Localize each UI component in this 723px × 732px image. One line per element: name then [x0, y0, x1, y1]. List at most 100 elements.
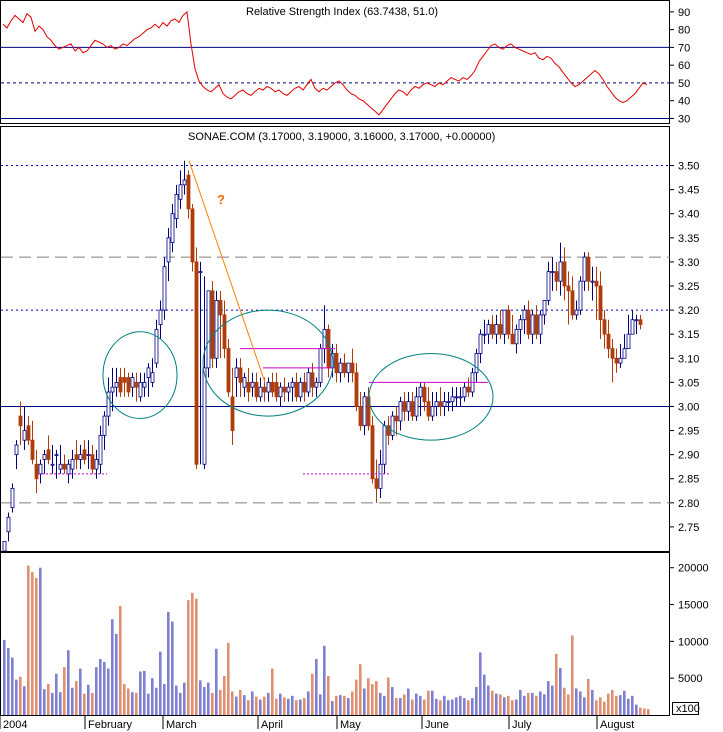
volume-bar [611, 689, 614, 715]
candle-body [490, 324, 495, 335]
candle-body [434, 401, 439, 407]
highlight-ellipse [102, 331, 178, 419]
volume-bar [367, 678, 370, 715]
candle-body [514, 328, 519, 345]
candle-body [346, 362, 351, 374]
volume-bar [403, 694, 406, 715]
price-tick-label: 3.30 [678, 257, 699, 269]
volume-bar [71, 687, 74, 715]
volume-bar [11, 657, 14, 715]
candle-body [390, 415, 395, 436]
volume-bar [171, 621, 174, 715]
volume-bar [539, 691, 542, 715]
candle-body [394, 415, 399, 422]
volume-bar [515, 699, 518, 715]
volume-bar [331, 701, 334, 715]
volume-bar [483, 674, 486, 715]
volume-bar [275, 698, 278, 715]
volume-bar [227, 642, 230, 715]
candle-body [594, 280, 599, 287]
candle-body [522, 309, 527, 321]
candle-body [190, 208, 195, 263]
candle-body [458, 396, 463, 399]
candle-body [42, 454, 47, 460]
candle-body [66, 463, 71, 475]
volume-bar [623, 690, 626, 715]
volume-bar [119, 606, 122, 715]
volume-bar [319, 694, 322, 715]
candle-body [342, 362, 347, 374]
candle-body [270, 381, 275, 393]
candle-body [498, 324, 503, 335]
candle-body [150, 372, 155, 383]
price-tick-label: 3.20 [678, 305, 699, 317]
volume-bar [563, 687, 566, 715]
volume-bar [267, 692, 270, 715]
volume-bar [251, 691, 254, 715]
candle-body [598, 285, 603, 321]
volume-bar [175, 685, 178, 715]
volume-bar [99, 659, 102, 715]
volume-bar [399, 698, 402, 715]
volume-bar [215, 648, 218, 715]
candle-body [74, 454, 79, 460]
candle-body [6, 516, 11, 533]
price-tick-label: 3.15 [678, 329, 699, 341]
volume-bar [627, 698, 630, 715]
candle-body [538, 314, 543, 335]
volume-bar [87, 684, 90, 715]
candle-body [486, 324, 491, 335]
volume-bar [419, 695, 422, 715]
volume-bar [415, 693, 418, 715]
volume-bar [643, 708, 646, 715]
date-tick-label: June [425, 719, 449, 731]
volume-bar [411, 699, 414, 715]
volume-bar [27, 565, 30, 715]
volume-bar [299, 699, 302, 715]
volume-bar [295, 700, 298, 715]
candle-body [354, 372, 359, 407]
volume-bar [475, 687, 478, 715]
volume-bar [303, 698, 306, 715]
price-tick-label: 3.50 [678, 161, 699, 173]
volume-bar [271, 668, 274, 715]
candle-body [54, 454, 59, 457]
volume-tick-label: 5000 [678, 673, 702, 685]
candle-body [26, 425, 31, 441]
volume-bar [95, 667, 98, 715]
candle-body [590, 280, 595, 283]
volume-bar [131, 692, 134, 715]
candle-body [482, 333, 487, 336]
price-tick-label: 3.45 [678, 185, 699, 197]
volume-bar [375, 681, 378, 715]
candle-body [158, 309, 163, 325]
candle-body [218, 300, 223, 316]
volume-bar [435, 698, 438, 715]
volume-bar [451, 699, 454, 715]
candle-body [462, 386, 467, 398]
volume-bar [523, 695, 526, 715]
volume-bar [387, 677, 390, 715]
candle-body [186, 174, 191, 210]
rsi-tick-label: 60 [678, 60, 690, 72]
candle-body [398, 401, 403, 422]
candle-body [106, 391, 111, 417]
candle-body [630, 319, 635, 335]
candle-body [202, 367, 207, 465]
candle-body [82, 449, 87, 460]
volume-bar [439, 700, 442, 715]
candle-body [110, 386, 115, 393]
date-tick-label: March [166, 719, 197, 731]
volume-bar [223, 675, 226, 715]
volume-bar [547, 681, 550, 715]
candle-body [302, 381, 307, 393]
volume-bar [471, 698, 474, 715]
volume-tick-label: 10000 [678, 636, 709, 648]
volume-bar [263, 696, 266, 715]
volume-bar [195, 598, 198, 715]
volume-bar [607, 693, 610, 715]
candle-body [134, 381, 139, 388]
candle-body [46, 449, 51, 460]
volume-bar [203, 687, 206, 715]
volume-bar [279, 693, 282, 715]
